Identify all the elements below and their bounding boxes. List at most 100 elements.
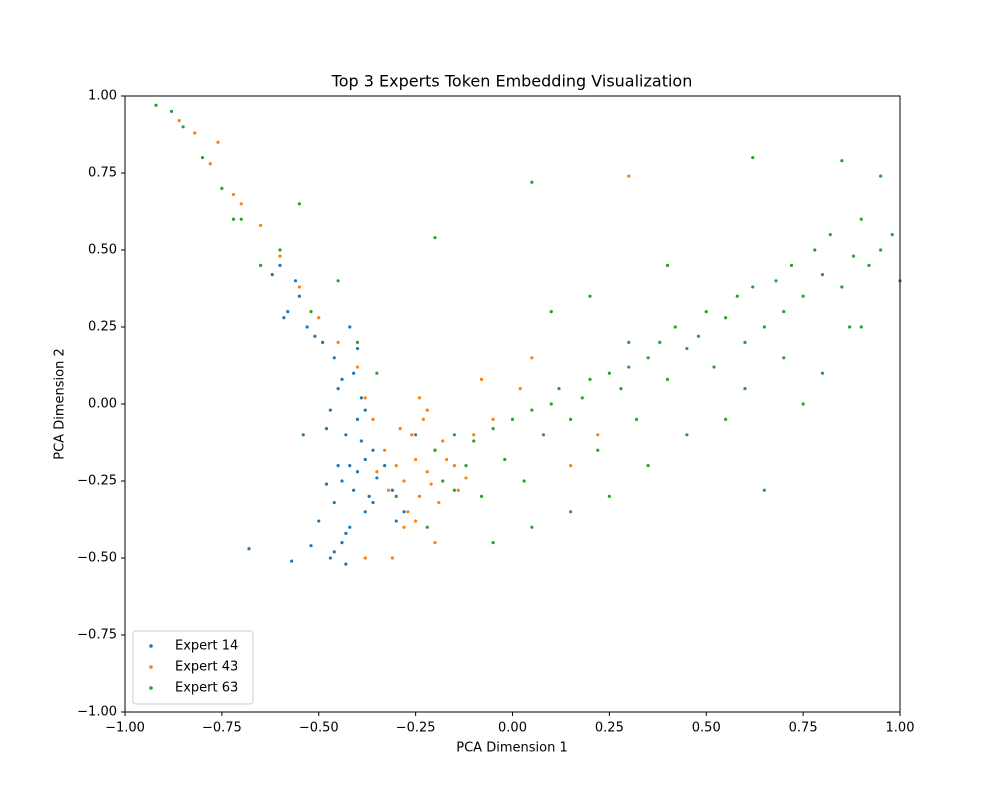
point xyxy=(297,202,301,206)
point xyxy=(491,417,495,421)
point xyxy=(580,396,584,400)
point xyxy=(429,482,433,486)
point xyxy=(324,482,329,486)
point xyxy=(286,310,290,314)
point xyxy=(627,365,631,369)
legend-marker xyxy=(149,644,153,648)
point xyxy=(464,476,468,480)
point xyxy=(344,531,348,535)
point xyxy=(290,559,294,563)
point xyxy=(596,433,600,437)
point xyxy=(774,279,778,283)
point xyxy=(402,510,406,514)
y-tick-label: 0.00 xyxy=(88,397,117,412)
point xyxy=(278,254,282,258)
point xyxy=(417,494,422,498)
point xyxy=(208,162,212,166)
point xyxy=(879,248,883,252)
point xyxy=(200,156,205,160)
point xyxy=(394,494,398,498)
point xyxy=(607,494,611,498)
point xyxy=(421,417,425,421)
point xyxy=(673,325,677,329)
point xyxy=(425,525,429,529)
point xyxy=(328,408,332,412)
point xyxy=(569,510,573,514)
point xyxy=(801,294,805,298)
point xyxy=(340,541,344,545)
point xyxy=(437,500,441,505)
point xyxy=(270,273,274,277)
x-tick-label: 0.25 xyxy=(595,721,624,736)
point xyxy=(685,433,689,437)
point xyxy=(634,417,639,421)
point xyxy=(352,371,356,375)
point xyxy=(569,417,573,421)
point xyxy=(491,427,495,431)
legend-box xyxy=(132,630,254,705)
plot-frame xyxy=(124,95,901,713)
point xyxy=(332,550,336,554)
point xyxy=(414,433,418,437)
point xyxy=(317,316,321,320)
point xyxy=(801,402,805,406)
point xyxy=(414,519,418,523)
point xyxy=(348,464,352,468)
point xyxy=(491,541,495,545)
point xyxy=(782,310,786,314)
x-tick-label: −1.00 xyxy=(105,721,145,736)
point xyxy=(193,131,197,135)
point xyxy=(433,236,437,240)
point xyxy=(375,470,379,474)
point xyxy=(383,448,387,452)
legend-marker xyxy=(149,665,153,669)
point xyxy=(619,387,623,391)
point xyxy=(479,494,484,498)
point xyxy=(452,464,456,468)
point xyxy=(386,488,391,492)
point xyxy=(813,248,817,252)
point xyxy=(297,285,301,289)
point xyxy=(336,340,340,344)
legend-label: Expert 63 xyxy=(175,681,238,696)
y-axis-label: PCA Dimension 2 xyxy=(53,348,68,459)
point xyxy=(321,340,325,344)
point xyxy=(472,433,476,437)
point xyxy=(452,488,456,492)
point xyxy=(879,174,883,178)
point xyxy=(549,402,553,406)
point xyxy=(712,365,716,369)
point xyxy=(456,488,460,492)
point xyxy=(557,387,561,391)
point xyxy=(696,334,701,338)
point xyxy=(328,556,332,560)
x-tick-label: −0.75 xyxy=(202,721,242,736)
point xyxy=(762,325,766,329)
point xyxy=(332,500,336,505)
point xyxy=(305,325,309,329)
point xyxy=(169,109,174,113)
y-tick-label: 0.50 xyxy=(88,243,117,258)
point xyxy=(452,433,456,437)
point xyxy=(355,340,360,344)
point xyxy=(394,519,398,523)
point xyxy=(464,464,468,468)
point xyxy=(336,279,340,283)
point xyxy=(414,457,418,462)
point xyxy=(375,476,379,480)
point xyxy=(231,217,236,221)
point xyxy=(363,556,367,560)
x-tick-label: 0.75 xyxy=(789,721,818,736)
point xyxy=(309,544,313,548)
point xyxy=(724,417,728,421)
point xyxy=(840,285,844,289)
point xyxy=(363,396,367,400)
point xyxy=(216,140,220,144)
point xyxy=(735,294,739,298)
point xyxy=(355,365,360,369)
y-tick-label: 0.75 xyxy=(88,166,117,181)
point xyxy=(348,325,352,329)
point xyxy=(336,387,340,391)
point xyxy=(425,408,429,412)
